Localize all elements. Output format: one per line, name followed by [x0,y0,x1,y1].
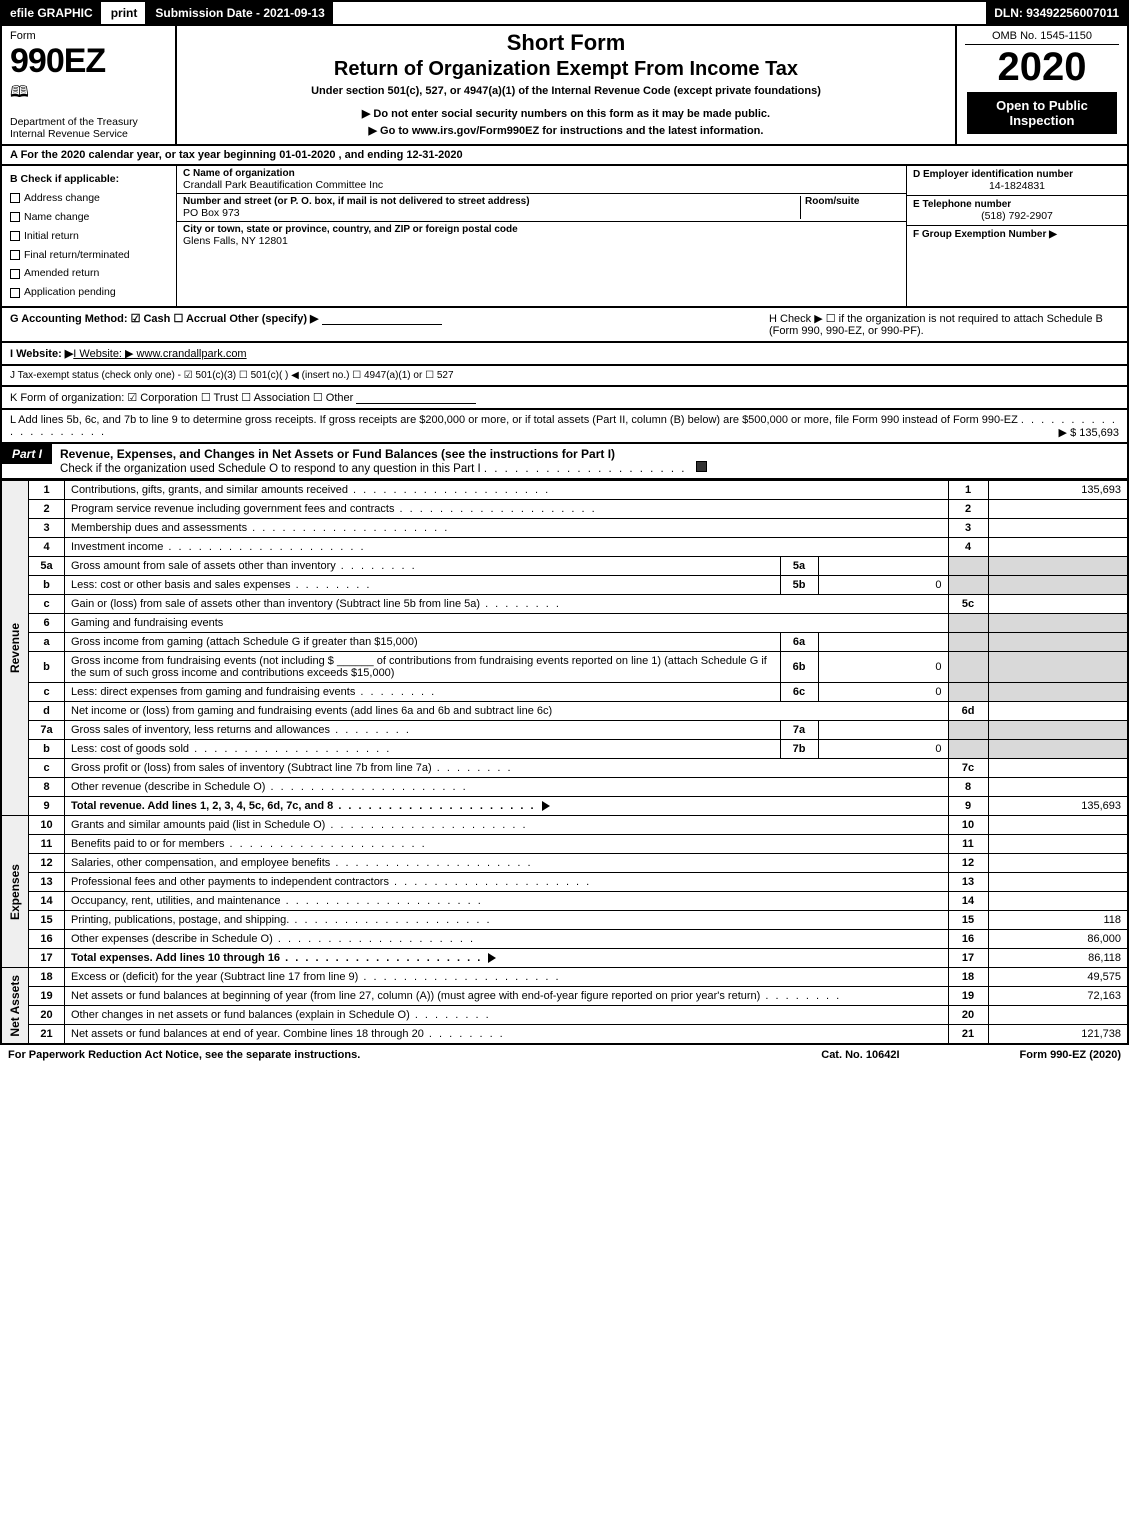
line7c-text: Gross profit or (loss) from sales of inv… [65,759,949,778]
topbar-spacer [335,2,986,24]
chk-final-return[interactable]: Final return/terminated [10,246,168,265]
row-a-taxyear: A For the 2020 calendar year, or tax yea… [0,146,1129,166]
line1-num: 1 [29,481,65,500]
line6-text: Gaming and fundraising events [65,614,949,633]
title-return: Return of Organization Exempt From Incom… [185,58,947,81]
line1-val: 135,693 [988,481,1128,500]
street-label: Number and street (or P. O. box, if mail… [183,196,800,207]
year-block: OMB No. 1545-1150 2020 Open to Public In… [957,26,1127,144]
under-section: Under section 501(c), 527, or 4947(a)(1)… [185,85,947,97]
omb-number: OMB No. 1545-1150 [965,30,1119,45]
submission-date-tab: Submission Date - 2021-09-13 [147,2,334,24]
chk-name-change[interactable]: Name change [10,208,168,227]
box-b: B Check if applicable: Address change Na… [2,166,177,306]
f-label: F Group Exemption Number ▶ [913,229,1121,240]
line8-text: Other revenue (describe in Schedule O) [65,778,949,797]
line6c-text: Less: direct expenses from gaming and fu… [65,683,781,702]
room-label: Room/suite [805,196,900,207]
line2-text: Program service revenue including govern… [65,500,949,519]
title-short-form: Short Form [185,30,947,56]
phone-value: (518) 792-2907 [913,210,1121,222]
dept-label: Department of the Treasury [10,116,167,128]
form-header: Form 990EZ 🕮 Department of the Treasury … [0,26,1129,146]
line3-text: Membership dues and assessments [65,519,949,538]
box-b-title: B Check if applicable: [10,170,168,189]
city-value: Glens Falls, NY 12801 [183,235,900,247]
line19-val: 72,163 [988,987,1128,1006]
line10-text: Grants and similar amounts paid (list in… [65,816,949,835]
treasury-icon: 🕮 [10,81,167,108]
line6b-text: Gross income from fundraising events (no… [65,652,781,683]
part1-header: Part I Revenue, Expenses, and Changes in… [0,444,1129,480]
irs-label: Internal Revenue Service [10,128,167,140]
print-tab[interactable]: print [103,2,148,24]
footer-right: Form 990-EZ (2020) [1020,1049,1121,1061]
open-inspection: Open to Public Inspection [967,92,1117,134]
line5b-text: Less: cost or other basis and sales expe… [65,576,781,595]
sidebar-netassets: Net Assets [8,975,22,1037]
line18-val: 49,575 [988,968,1128,987]
sidebar-expenses: Expenses [8,864,22,920]
g-accounting: G Accounting Method: ☑ Cash ☐ Accrual Ot… [10,313,319,325]
chk-application-pending[interactable]: Application pending [10,283,168,302]
chk-initial-return[interactable]: Initial return [10,227,168,246]
box-def: D Employer identification number 14-1824… [907,166,1127,306]
row-k-org: K Form of organization: ☑ Corporation ☐ … [0,387,1129,410]
tax-year: 2020 [965,45,1119,90]
row-l-text: L Add lines 5b, 6c, and 7b to line 9 to … [10,414,1018,426]
top-bar: efile GRAPHIC print Submission Date - 20… [0,0,1129,26]
part1-title: Revenue, Expenses, and Changes in Net As… [60,447,615,461]
page-footer: For Paperwork Reduction Act Notice, see … [0,1045,1129,1065]
website-link[interactable]: I Website: ▶ www.crandallpark.com [73,348,246,360]
part1-sub: Check if the organization used Schedule … [60,463,481,475]
form-id-block: Form 990EZ 🕮 Department of the Treasury … [2,26,177,144]
line5c-text: Gain or (loss) from sale of assets other… [65,595,949,614]
line7a-text: Gross sales of inventory, less returns a… [65,721,781,740]
line4-text: Investment income [65,538,949,557]
part1-label: Part I [2,444,52,464]
row-gh: G Accounting Method: ☑ Cash ☐ Accrual Ot… [0,308,1129,343]
line17-val: 86,118 [988,949,1128,968]
line1-text: Contributions, gifts, grants, and simila… [65,481,949,500]
schedule-o-check[interactable] [696,461,707,472]
part1-table: Revenue 1 Contributions, gifts, grants, … [0,480,1129,1045]
dln-label: DLN: 93492256007011 [986,2,1127,24]
line2-num: 2 [29,500,65,519]
row-l: L Add lines 5b, 6c, and 7b to line 9 to … [0,410,1129,444]
footer-catno: Cat. No. 10642I [821,1049,899,1061]
footer-left: For Paperwork Reduction Act Notice, see … [8,1049,821,1061]
ssn-warning: ▶ Do not enter social security numbers o… [185,107,947,120]
city-label: City or town, state or province, country… [183,224,900,235]
line1-rnum: 1 [948,481,988,500]
efile-tab[interactable]: efile GRAPHIC [2,2,103,24]
title-block: Short Form Return of Organization Exempt… [177,26,957,144]
row-l-amount: ▶ $ 135,693 [1059,426,1119,439]
identity-block: B Check if applicable: Address change Na… [0,166,1129,308]
c-label: C Name of organization [183,168,900,179]
form-number: 990EZ [10,42,167,81]
goto-link[interactable]: ▶ Go to www.irs.gov/Form990EZ for instru… [185,124,947,137]
chk-amended-return[interactable]: Amended return [10,264,168,283]
chk-address-change[interactable]: Address change [10,189,168,208]
row-i-website: I Website: ▶I Website: ▶ www.crandallpar… [0,343,1129,366]
d-label: D Employer identification number [913,169,1121,180]
line15-val: 118 [988,911,1128,930]
form-label: Form [10,30,167,42]
box-c: C Name of organization Crandall Park Bea… [177,166,907,306]
org-name: Crandall Park Beautification Committee I… [183,179,900,191]
h-check: H Check ▶ ☐ if the organization is not r… [769,312,1119,337]
sidebar-revenue: Revenue [8,623,22,673]
line5a-text: Gross amount from sale of assets other t… [65,557,781,576]
line6a-text: Gross income from gaming (attach Schedul… [65,633,781,652]
line9-text: Total revenue. Add lines 1, 2, 3, 4, 5c,… [65,797,949,816]
line6d-text: Net income or (loss) from gaming and fun… [65,702,949,721]
line9-val: 135,693 [988,797,1128,816]
street-value: PO Box 973 [183,207,800,219]
line21-val: 121,738 [988,1025,1128,1045]
e-label: E Telephone number [913,199,1121,210]
row-j-status: J Tax-exempt status (check only one) - ☑… [0,366,1129,387]
line7b-text: Less: cost of goods sold [65,740,781,759]
ein-value: 14-1824831 [913,180,1121,192]
line16-val: 86,000 [988,930,1128,949]
